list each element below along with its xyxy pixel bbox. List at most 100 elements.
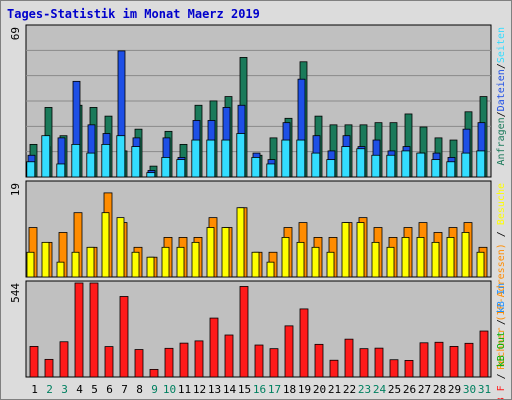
- bar-bottom-kb-f: [299, 308, 309, 378]
- bar-middle-besuche: [146, 256, 155, 278]
- bar-middle-besuche: [56, 261, 65, 278]
- bar-middle-besuche: [206, 227, 215, 278]
- bar-middle-besuche: [221, 227, 230, 278]
- bar-middle-besuche: [476, 251, 485, 278]
- bar-bottom-kb-f: [434, 341, 444, 378]
- x-tick-label: 23: [358, 383, 371, 396]
- legend-item: kB Out: [496, 331, 507, 367]
- bar-top-seiten: [326, 159, 336, 178]
- bar-top-seiten: [281, 139, 291, 178]
- x-tick-label: 16: [253, 383, 266, 396]
- chart-title: Tages-Statistik im Monat Maerz 2019: [7, 7, 260, 21]
- bar-middle-besuche: [116, 217, 125, 278]
- x-tick-label: 15: [238, 383, 251, 396]
- bar-top-seiten: [431, 159, 441, 178]
- bar-top-seiten: [266, 163, 276, 178]
- bar-bottom-kb-f: [464, 342, 474, 378]
- legend-item: /: [496, 313, 507, 331]
- bar-top-seiten: [311, 152, 321, 178]
- bar-top-seiten: [101, 143, 111, 178]
- x-tick-label: 28: [433, 383, 446, 396]
- bar-middle-besuche: [266, 261, 275, 278]
- bar-bottom-kb-f: [224, 334, 234, 378]
- bar-bottom-kb-f: [29, 346, 39, 378]
- legend-top: Anfragen/Dateien/Seiten: [496, 27, 507, 166]
- bar-top-seiten: [401, 150, 411, 178]
- bar-bottom-kb-f: [254, 344, 264, 378]
- y-max-label-bottom: 544: [9, 283, 22, 303]
- bar-middle-besuche: [131, 251, 140, 278]
- bar-top-seiten: [386, 154, 396, 178]
- x-tick-label: 19: [298, 383, 311, 396]
- bar-top-seiten: [461, 152, 471, 178]
- bar-middle-besuche: [341, 222, 350, 278]
- bar-bottom-kb-f: [44, 358, 54, 378]
- bar-middle-besuche: [101, 212, 110, 278]
- legend-item: /: [496, 367, 507, 385]
- bar-middle-besuche: [416, 237, 425, 278]
- bar-bottom-kb-f: [119, 296, 129, 378]
- x-tick-label: 10: [163, 383, 176, 396]
- bar-middle-besuche: [371, 241, 380, 278]
- x-tick-label: 20: [313, 383, 326, 396]
- legend-item: Besuche: [496, 183, 507, 225]
- bar-bottom-kb-f: [149, 368, 159, 378]
- bar-top-seiten: [356, 148, 366, 178]
- x-tick-label: 9: [151, 383, 158, 396]
- bar-bottom-kb-f: [134, 349, 144, 378]
- y-max-label-middle: 19: [9, 183, 22, 196]
- bar-bottom-kb-f: [344, 338, 354, 378]
- bar-middle-besuche: [176, 246, 185, 278]
- x-tick-label: 7: [121, 383, 128, 396]
- bar-bottom-kb-f: [479, 330, 489, 378]
- x-tick-label: 1: [31, 383, 38, 396]
- bar-bottom-kb-f: [329, 359, 339, 378]
- bar-top-seiten: [86, 152, 96, 178]
- x-tick-label: 3: [61, 383, 68, 396]
- bar-bottom-kb-f: [239, 286, 249, 378]
- bar-top-seiten: [296, 139, 306, 178]
- legend-middle: Rechner (IP-Adressen) / Besuche: [496, 183, 507, 370]
- bar-bottom-kb-f: [104, 346, 114, 378]
- bar-top-seiten: [56, 163, 66, 178]
- bar-top-seiten: [116, 135, 126, 178]
- bar-middle-besuche: [161, 246, 170, 278]
- bar-middle-besuche: [401, 237, 410, 278]
- legend-item: kB F: [496, 385, 507, 400]
- bar-bottom-kb-f: [194, 340, 204, 378]
- legend-item: Anfragen: [496, 117, 507, 165]
- bar-middle-besuche: [86, 246, 95, 278]
- bar-middle-besuche: [356, 222, 365, 278]
- x-tick-label: 6: [106, 383, 113, 396]
- legend-item: Rechner: [496, 328, 507, 370]
- bar-top-seiten: [146, 172, 156, 178]
- bar-top-seiten: [176, 159, 186, 178]
- bar-middle-besuche: [251, 251, 260, 278]
- legend-item: kB In: [496, 283, 507, 313]
- bar-top-seiten: [26, 161, 36, 178]
- bar-bottom-kb-f: [359, 348, 369, 378]
- x-tick-label: 5: [91, 383, 98, 396]
- bar-middle-besuche: [296, 241, 305, 278]
- legend-bottom: kB F / kB Out / kB In: [496, 283, 507, 400]
- bar-bottom-kb-f: [179, 342, 189, 378]
- x-tick-label: 4: [76, 383, 83, 396]
- bar-middle-besuche: [431, 241, 440, 278]
- x-tick-label: 24: [373, 383, 387, 396]
- bar-top-seiten: [41, 135, 51, 178]
- bar-middle-besuche: [26, 251, 35, 278]
- bar-top-seiten: [131, 146, 141, 178]
- bar-top-seiten: [221, 139, 231, 178]
- legend-item: (IP-Adressen): [496, 243, 507, 327]
- x-tick-label: 27: [418, 383, 431, 396]
- bar-middle-besuche: [386, 246, 395, 278]
- bar-middle-besuche: [446, 237, 455, 278]
- bar-middle-besuche: [461, 232, 470, 278]
- x-tick-label: 25: [388, 383, 401, 396]
- bar-top-seiten: [341, 146, 351, 178]
- bar-bottom-kb-f: [419, 342, 429, 378]
- x-tick-label: 30: [463, 383, 476, 396]
- bar-bottom-kb-f: [389, 359, 399, 378]
